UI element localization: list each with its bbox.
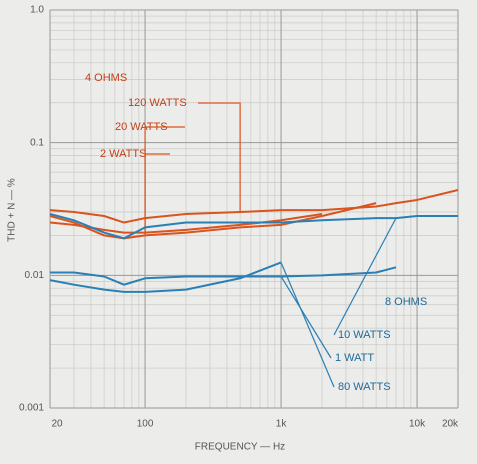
- series-label: 120 WATTS: [128, 97, 187, 109]
- x-tick-label: 20: [51, 419, 63, 430]
- leader-line: [280, 276, 332, 359]
- series-label: 80 WATTS: [338, 381, 391, 393]
- y-axis-label: THD + N — %: [7, 178, 18, 242]
- leader-line: [333, 217, 397, 336]
- y-tick-label: 0.01: [25, 270, 45, 281]
- series-label: 10 WATTS: [338, 329, 391, 341]
- x-tick-label: 1k: [276, 419, 288, 430]
- series-line: [50, 266, 397, 286]
- y-tick-label: 0.1: [30, 137, 44, 148]
- x-tick-label: 100: [137, 419, 154, 430]
- series-label: 1 WATT: [335, 352, 374, 364]
- y-tick-label: 1.0: [30, 5, 44, 16]
- leader-line: [144, 153, 170, 233]
- x-tick-label: 10k: [409, 419, 426, 430]
- x-tick-label: 20k: [442, 419, 459, 430]
- series-label: 20 WATTS: [115, 121, 168, 133]
- series-label: 2 WATTS: [100, 148, 146, 160]
- leader-line: [280, 262, 335, 388]
- annotation: 4 OHMS: [85, 72, 127, 84]
- annotation: 8 OHMS: [385, 296, 427, 308]
- series-line: [49, 261, 282, 293]
- y-tick-label: 0.001: [19, 403, 44, 414]
- x-axis-label: FREQUENCY — Hz: [195, 442, 285, 453]
- leader-line: [198, 102, 241, 213]
